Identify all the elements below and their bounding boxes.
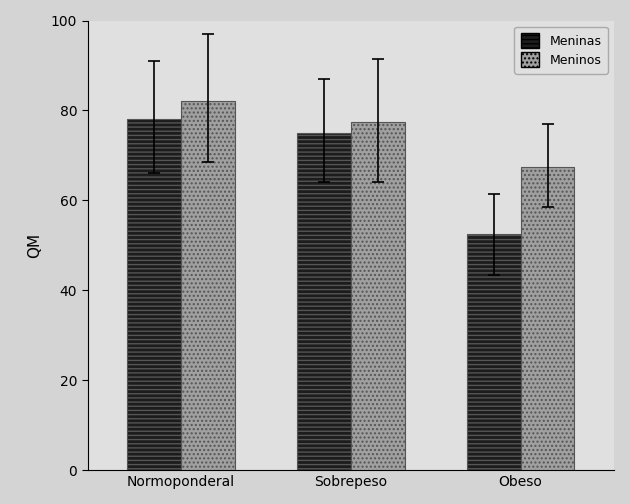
Bar [181, 101, 235, 470]
Bar [467, 234, 521, 470]
Bar [521, 167, 574, 470]
Y-axis label: QM: QM [28, 233, 43, 258]
Bar [127, 119, 181, 470]
Bar [351, 121, 404, 470]
Legend: Meninas, Meninos: Meninas, Meninos [515, 27, 608, 74]
Bar [297, 133, 351, 470]
